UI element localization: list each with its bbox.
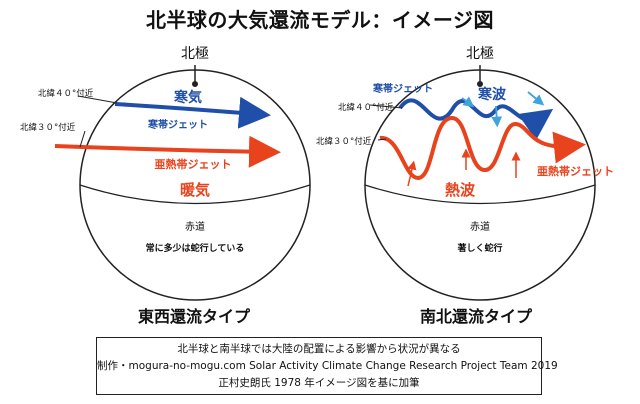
left-polar-jet-label: 寒帯ジェット [147, 118, 208, 131]
note-line-1: 北半球と南半球では大陸の配置による影響から状況が異なる [177, 343, 461, 355]
left-cold-air-label: 寒気 [174, 89, 202, 106]
right-equator-line [364, 184, 596, 205]
right-caption: 著しく蛇行 [457, 242, 502, 254]
notes-box: 北半球と南半球では大陸の配置による影響から状況が異なる 制作・mogura-no… [96, 337, 558, 395]
heat-wave-arrow-1 [407, 160, 417, 187]
note-line-2: 制作・mogura-no-mogu.com Solar Activity Cli… [97, 360, 558, 372]
right-lat40-label: 北緯４０°付近 [338, 102, 394, 113]
left-caption: 常に多少は蛇行している [146, 242, 245, 254]
right-globe-outline [364, 69, 596, 301]
left-equator-line [79, 184, 311, 205]
right-lat30-pointer [377, 138, 387, 141]
diagram-title: 北半球の大気還流モデル：イメージ図 [145, 8, 495, 32]
right-globe [364, 65, 596, 301]
left-subtropical-jet-label: 亜熱帯ジェット [155, 157, 232, 171]
left-lat30-label: 北緯３０°付近 [20, 122, 76, 133]
right-type-label: 南北還流タイプ [420, 307, 533, 326]
cold-wave-arrow-1 [461, 96, 475, 108]
right-subtropical-jet-arrow [379, 115, 586, 181]
right-north-pole-label: 北極 [466, 46, 494, 62]
left-equator-label: 赤道 [185, 220, 205, 233]
left-pole-dot [192, 81, 198, 87]
left-warm-air-label: 暖気 [180, 181, 210, 199]
right-lat40-pointer [369, 104, 403, 109]
left-north-pole-label: 北極 [181, 46, 209, 62]
right-lat30-label: 北緯３０°付近 [316, 136, 372, 147]
right-cold-wave-label: 寒波 [478, 86, 507, 103]
right-pole-dot [477, 81, 483, 87]
left-lat40-label: 北緯４０°付近 [38, 88, 94, 99]
left-lat30-pointer [79, 130, 86, 148]
right-equator-label: 赤道 [470, 220, 490, 233]
left-polar-jet-arrow [114, 96, 271, 129]
left-globe [54, 65, 311, 301]
cold-wave-arrow-2 [491, 105, 503, 128]
left-type-label: 東西還流タイプ [138, 307, 251, 326]
right-subtropical-jet-label: 亜熱帯ジェット [537, 164, 614, 178]
right-heat-wave-label: 熱波 [445, 181, 476, 199]
note-line-3: 正村史朗氏 1978 年イメージ図を基に加筆 [218, 377, 420, 389]
right-polar-jet-label: 寒帯ジェット [372, 82, 433, 95]
cold-wave-arrow-3 [527, 91, 545, 106]
left-lat40-pointer [77, 95, 118, 104]
left-subtropical-jet-arrow [54, 135, 281, 168]
